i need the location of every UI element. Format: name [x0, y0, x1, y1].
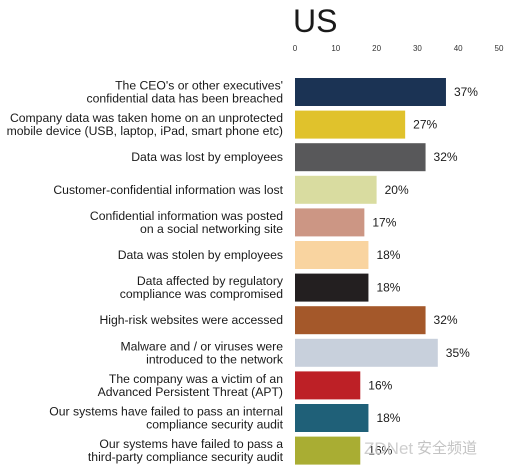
bar [295, 371, 361, 400]
bar [295, 110, 406, 139]
x-tick-label: 10 [331, 44, 340, 53]
data-label: 32% [434, 313, 458, 327]
bar [295, 78, 446, 106]
category-label: Our systems have failed to pass a [99, 437, 283, 451]
x-tick-label: 40 [454, 44, 463, 53]
category-label: Customer-confidential information was lo… [53, 183, 283, 197]
data-label: 18% [376, 411, 400, 425]
category-label: Data was stolen by employees [118, 248, 283, 262]
bar [295, 338, 438, 367]
bar [295, 175, 377, 204]
watermark-brand: ZDNet [364, 439, 413, 458]
bar [295, 306, 426, 335]
bar [295, 404, 369, 432]
data-label: 32% [434, 150, 458, 164]
category-label: Our systems have failed to pass an inter… [49, 405, 283, 419]
bar [295, 436, 361, 465]
data-label: 27% [413, 118, 437, 132]
data-label: 16% [368, 444, 392, 458]
category-label: Data affected by regulatory [137, 274, 284, 288]
chart-title: US [293, 3, 337, 39]
data-label: 17% [372, 215, 396, 229]
category-label: High-risk websites were accessed [99, 313, 283, 327]
data-label: 18% [376, 281, 400, 295]
data-label: 16% [368, 378, 392, 392]
data-label: 35% [446, 346, 470, 360]
category-label: Data was lost by employees [131, 150, 283, 164]
category-label: The company was a victim of an [109, 372, 283, 386]
category-label: confidential data has been breached [86, 92, 283, 106]
category-label: The CEO's or other executives' [115, 79, 283, 93]
x-tick-label: 30 [413, 44, 422, 53]
category-label: Advanced Persistent Threat (APT) [98, 385, 283, 399]
x-tick-label: 0 [293, 44, 298, 53]
bar [295, 241, 369, 269]
category-label: Malware and / or viruses were [120, 339, 283, 353]
category-label: Company data was taken home on an unprot… [10, 111, 283, 125]
category-label: on a social networking site [140, 222, 283, 236]
category-label: introduced to the network [146, 352, 284, 366]
watermark-section: 安全频道 [417, 439, 477, 457]
category-label: compliance security audit [146, 418, 283, 432]
data-label: 37% [454, 85, 478, 99]
bar [295, 143, 426, 172]
bar [295, 208, 365, 237]
category-label: third-party compliance security audit [88, 450, 284, 464]
watermark: ZDNet 安全频道 [364, 439, 477, 458]
x-tick-label: 20 [372, 44, 381, 53]
data-label: 18% [376, 248, 400, 262]
data-label: 20% [385, 183, 409, 197]
x-tick-label: 50 [495, 44, 504, 53]
bar [295, 273, 369, 302]
category-label: Confidential information was posted [90, 209, 283, 223]
category-label: compliance was compromised [120, 287, 283, 301]
category-label: mobile device (USB, laptop, iPad, smart … [7, 124, 283, 138]
